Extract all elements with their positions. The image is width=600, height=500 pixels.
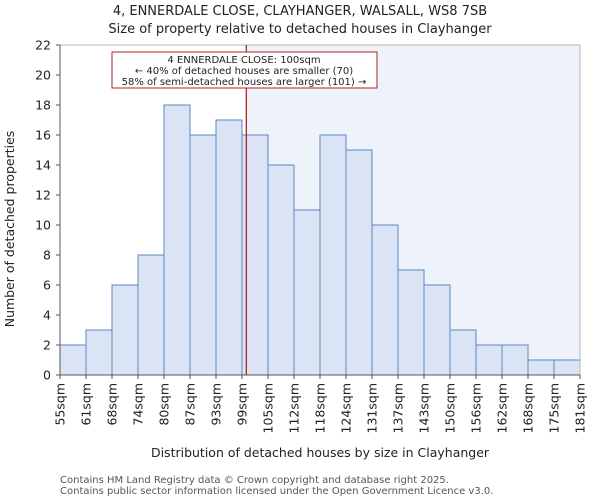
bar-124sqm: [345, 149, 373, 376]
x-tick-label: 74sqm: [131, 383, 146, 426]
y-axis-label: Number of detached properties: [2, 131, 17, 328]
x-tick-label: 80sqm: [157, 383, 172, 426]
bar-112sqm: [293, 209, 321, 376]
y-tick-label: 12: [35, 188, 51, 203]
annotation-box: [111, 51, 378, 89]
x-tick-label: 175sqm: [547, 383, 562, 433]
y-tick-label: 18: [35, 98, 51, 113]
x-tick-label: 61sqm: [79, 383, 94, 426]
bar-105sqm: [267, 164, 295, 376]
bar-55sqm: [59, 344, 87, 376]
annotation: 4 ENNERDALE CLOSE: 100sqm ← 40% of detac…: [111, 51, 378, 89]
x-tick-label: 112sqm: [287, 383, 302, 433]
x-tick-label: 93sqm: [209, 383, 224, 426]
y-tick-label: 10: [35, 218, 51, 233]
x-tick-label: 68sqm: [105, 383, 120, 426]
bar-131sqm: [371, 224, 399, 376]
y-tick-label: 2: [43, 338, 51, 353]
x-tick-label: 87sqm: [183, 383, 198, 426]
annotation-line1: 4 ENNERDALE CLOSE: 100sqm: [167, 55, 320, 66]
x-tick-label: 162sqm: [495, 383, 510, 433]
y-tick-label: 4: [43, 308, 51, 323]
bar-143sqm: [423, 284, 451, 376]
y-tick-label: 16: [35, 128, 51, 143]
chart-title-line1: 4, ENNERDALE CLOSE, CLAYHANGER, WALSALL,…: [113, 4, 487, 19]
x-tick-label: 55sqm: [53, 383, 68, 426]
x-tick-label: 156sqm: [469, 383, 484, 433]
x-tick-label: 150sqm: [443, 383, 458, 433]
x-tick-label: 143sqm: [417, 383, 432, 433]
annotation-line2: ← 40% of detached houses are smaller (70…: [135, 66, 353, 77]
y-tick-label: 0: [43, 368, 51, 383]
y-tick-label: 14: [35, 158, 51, 173]
x-tick-label: 131sqm: [365, 383, 380, 433]
bar-87sqm: [189, 134, 217, 376]
x-tick-label: 99sqm: [235, 383, 250, 426]
y-tick-label: 20: [35, 68, 51, 83]
x-tick-label: 181sqm: [573, 383, 588, 433]
x-tick-label: 137sqm: [391, 383, 406, 433]
bar-168sqm: [527, 359, 555, 376]
bar-80sqm: [163, 104, 191, 376]
bar-93sqm: [215, 119, 243, 376]
y-tick-label: 8: [43, 248, 51, 263]
bar-61sqm: [85, 329, 113, 376]
y-tick-label: 6: [43, 278, 51, 293]
bar-118sqm: [319, 134, 347, 376]
bar-150sqm: [449, 329, 477, 376]
x-tick-label: 118sqm: [313, 383, 328, 433]
x-tick-label: 105sqm: [261, 383, 276, 433]
footer-line2: Contains public sector information licen…: [60, 486, 493, 497]
chart-title-line2: Size of property relative to detached ho…: [108, 22, 492, 37]
x-tick-label: 168sqm: [521, 383, 536, 433]
bar-68sqm: [111, 284, 139, 376]
y-tick-label: 22: [35, 38, 51, 53]
annotation-line3: 58% of semi-detached houses are larger (…: [122, 77, 367, 88]
bar-137sqm: [397, 269, 425, 376]
bar-175sqm: [553, 359, 581, 376]
footer-line1: Contains HM Land Registry data © Crown c…: [60, 475, 449, 486]
bar-162sqm: [501, 344, 529, 376]
x-axis-label: Distribution of detached houses by size …: [151, 445, 490, 460]
bar-74sqm: [137, 254, 165, 376]
x-tick-label: 124sqm: [339, 383, 354, 433]
bar-156sqm: [475, 344, 503, 376]
